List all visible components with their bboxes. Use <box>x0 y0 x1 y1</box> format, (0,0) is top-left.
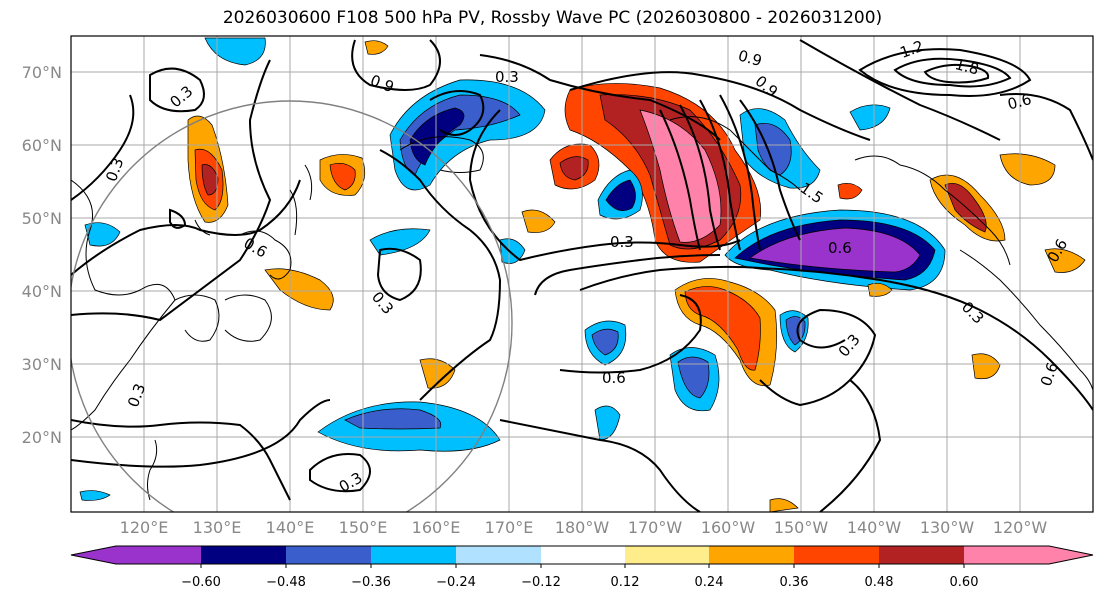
contour-label: 0.3 <box>124 381 149 410</box>
contour-label: 0.9 <box>736 47 764 71</box>
lon-label: 160°W <box>701 518 756 537</box>
lat-label: 20°N <box>22 428 62 447</box>
colorbar-tick-label: 0.24 <box>695 575 724 590</box>
contour-label: 0.3 <box>102 155 127 184</box>
colorbar-tick-label: 0.60 <box>950 575 979 590</box>
contour-label: 0.3 <box>368 288 397 318</box>
lon-label: 130°E <box>193 518 242 537</box>
lon-label: 170°E <box>485 518 534 537</box>
colorbar-tick-label: −0.48 <box>266 575 306 590</box>
contour-label: 0.3 <box>835 331 864 361</box>
map-frame <box>70 35 1094 513</box>
contour-label: 0.6 <box>602 369 626 387</box>
lat-label: 40°N <box>22 282 62 301</box>
lon-label: 170°W <box>628 518 683 537</box>
contour-label: 0.3 <box>610 233 634 251</box>
reference-circle <box>71 100 513 512</box>
lon-label: 140°E <box>266 518 315 537</box>
latitude-axis: 70°N 60°N 50°N 40°N 30°N 20°N <box>22 63 62 447</box>
contour-label: 0.3 <box>495 68 519 86</box>
lat-label: 30°N <box>22 355 62 374</box>
colorbar-cell <box>541 546 625 564</box>
lon-label: 140°W <box>847 518 902 537</box>
colorbar-cell <box>794 546 879 564</box>
contour-label: 0.6 <box>1006 90 1034 114</box>
longitude-axis: 120°E 130°E 140°E 150°E 160°E 170°E 180°… <box>120 518 1048 537</box>
colorbar-cell <box>456 546 541 564</box>
colorbar-cell <box>709 546 794 564</box>
colorbar-tick-label: −0.24 <box>436 575 476 590</box>
contour-label: 0.6 <box>828 239 852 257</box>
lat-label: 50°N <box>22 209 62 228</box>
map-title: 2026030600 F108 500 hPa PV, Rossby Wave … <box>222 8 883 28</box>
lat-label: 70°N <box>22 63 62 82</box>
coastlines <box>71 116 1093 501</box>
colorbar-tick-label: −0.12 <box>521 575 561 590</box>
colorbar-cell <box>201 546 286 564</box>
colorbar-tick-label: −0.60 <box>181 575 221 590</box>
pv-contours <box>71 39 1093 512</box>
colorbar-cell <box>71 546 201 564</box>
colorbar-cell <box>625 546 709 564</box>
colorbar-cell <box>964 546 1093 564</box>
lat-label: 60°N <box>22 136 62 155</box>
colorbar-cell <box>286 546 371 564</box>
contour-label: 1.2 <box>898 37 927 62</box>
contour-label: 1.8 <box>953 55 981 79</box>
lon-label: 120°E <box>120 518 169 537</box>
colorbar-tick-label: 0.48 <box>865 575 894 590</box>
colorbar-tick-label: 0.36 <box>780 575 809 590</box>
lon-label: 120°W <box>993 518 1048 537</box>
contour-label: 0.9 <box>368 71 397 96</box>
lon-label: 150°E <box>339 518 388 537</box>
contour-label: 0.3 <box>167 82 197 111</box>
lon-label: 150°W <box>774 518 829 537</box>
colorbar: −0.60 −0.48 −0.36 −0.24 −0.12 0.12 0.24 … <box>70 545 1094 590</box>
lon-label: 160°E <box>412 518 461 537</box>
graticule <box>71 36 1093 512</box>
colorbar-cell <box>371 546 456 564</box>
contour-label: 0.6 <box>240 234 270 262</box>
colorbar-tick-label: 0.12 <box>611 575 640 590</box>
colorbar-cell <box>879 546 964 564</box>
lon-label: 130°W <box>920 518 975 537</box>
lon-label: 180°W <box>555 518 610 537</box>
colorbar-tick-label: −0.36 <box>351 575 391 590</box>
